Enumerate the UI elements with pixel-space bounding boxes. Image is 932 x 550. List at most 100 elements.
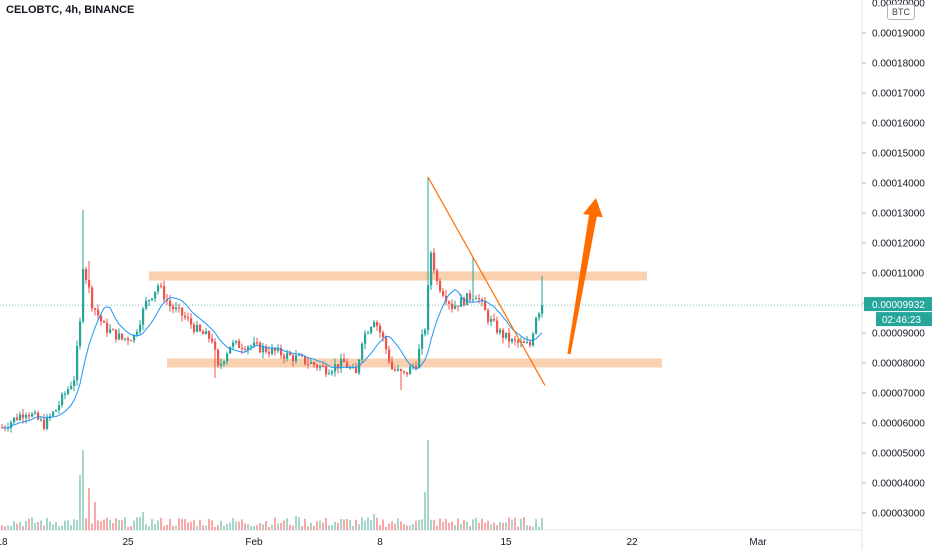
volume-bar: [352, 526, 354, 530]
volume-bar: [286, 518, 288, 530]
volume-bar: [208, 518, 210, 530]
price-tick-label: 0.00004000: [872, 479, 925, 490]
price-axis[interactable]: 0.00019000 0.00018000 0.00017000 0.00016000…: [862, 0, 925, 520]
candle-body: [10, 422, 13, 428]
countdown-bg: [876, 312, 932, 327]
volume-bar: [421, 519, 423, 530]
candle-body: [247, 346, 250, 350]
price-tick-label: 0.00006000: [872, 419, 925, 430]
volume-bar: [241, 519, 243, 530]
candle-body: [325, 366, 328, 375]
volume-bar: [58, 526, 60, 530]
volume-bar: [469, 526, 471, 530]
candle-body: [328, 373, 331, 375]
candle-body: [157, 285, 160, 292]
candle-body: [301, 355, 304, 357]
volume-bar: [466, 521, 468, 530]
candle-body: [382, 332, 385, 338]
candle-body: [106, 322, 109, 333]
candle-body: [253, 342, 256, 346]
candle-body: [235, 340, 238, 343]
candle-body: [97, 309, 100, 316]
volume-bar: [277, 523, 279, 530]
volume-bar: [112, 523, 114, 530]
volume-bar: [211, 520, 213, 530]
volume-bar: [67, 520, 69, 530]
volume-bar: [505, 522, 507, 530]
candle-body: [403, 371, 406, 373]
candle-body: [220, 363, 223, 366]
candle-body: [496, 320, 499, 333]
volume-bar: [157, 520, 159, 530]
volume-bar: [358, 524, 360, 530]
candle-body: [391, 361, 394, 370]
volume-bar: [367, 517, 369, 530]
candle-body: [400, 369, 403, 372]
candle-body: [199, 324, 202, 332]
volume-bar: [343, 519, 345, 530]
candle-body: [151, 298, 154, 300]
candle-body: [226, 353, 229, 362]
candle-body: [499, 329, 502, 333]
candle-body: [439, 281, 442, 292]
candle-body: [532, 333, 535, 346]
candle-body: [148, 299, 151, 301]
volume-bar: [52, 524, 54, 530]
candle-body: [280, 347, 283, 356]
volume-bar: [148, 526, 150, 530]
ma-line: [1, 289, 543, 429]
volume-bar: [193, 520, 195, 530]
volume-bar: [484, 522, 486, 530]
volume-bar: [205, 525, 207, 530]
volume-bar: [253, 525, 255, 530]
volume-bar: [370, 520, 372, 530]
volume-bar: [376, 517, 378, 530]
candle-body: [61, 394, 64, 406]
candle-body: [25, 414, 28, 418]
currency-button[interactable]: BTC: [887, 4, 915, 20]
volume-bar: [223, 525, 225, 530]
volume-bar: [46, 517, 48, 530]
candle-body: [406, 372, 409, 375]
candle-body: [133, 334, 136, 341]
volume-bar: [403, 524, 405, 530]
volume-bar: [7, 525, 9, 530]
candle-body: [469, 293, 472, 300]
candle-body: [421, 334, 424, 349]
volume-bar: [496, 525, 498, 530]
volume-bar: [361, 517, 363, 530]
up-arrow: [567, 198, 603, 355]
volume-bar: [331, 525, 333, 530]
volume-bar: [187, 522, 189, 530]
candle-body: [181, 307, 184, 316]
candle-body: [58, 405, 61, 411]
volume-bar: [313, 525, 315, 530]
candle-body: [163, 285, 166, 300]
time-axis[interactable]: 18 25 Feb 8 15 22 Mar: [0, 537, 767, 548]
candle-body: [64, 393, 67, 395]
candle-body: [160, 285, 163, 287]
candle-body: [466, 293, 469, 306]
volume-bar: [463, 519, 465, 530]
candle-body: [67, 389, 70, 394]
volume-bar: [430, 519, 432, 530]
price-tick-label: 0.00018000: [872, 59, 925, 70]
candle-body: [322, 366, 325, 368]
volume-bar: [373, 514, 375, 530]
volume-bar: [163, 526, 165, 530]
countdown-label: 02:46:23: [882, 315, 921, 326]
volume-bar: [292, 525, 294, 530]
volume-bar: [142, 512, 144, 530]
volume-bar: [10, 526, 12, 530]
volume-bar: [145, 524, 147, 530]
candle-body: [109, 329, 112, 333]
volume-bar: [190, 521, 192, 530]
candle-body: [454, 305, 457, 309]
candle-body: [373, 322, 376, 327]
price-tick-label: 0.00007000: [872, 389, 925, 400]
volume-bar: [532, 526, 534, 530]
price-tick-label: 0.00019000: [872, 29, 925, 40]
volume-bar: [388, 523, 390, 530]
volume-bar: [79, 475, 81, 530]
